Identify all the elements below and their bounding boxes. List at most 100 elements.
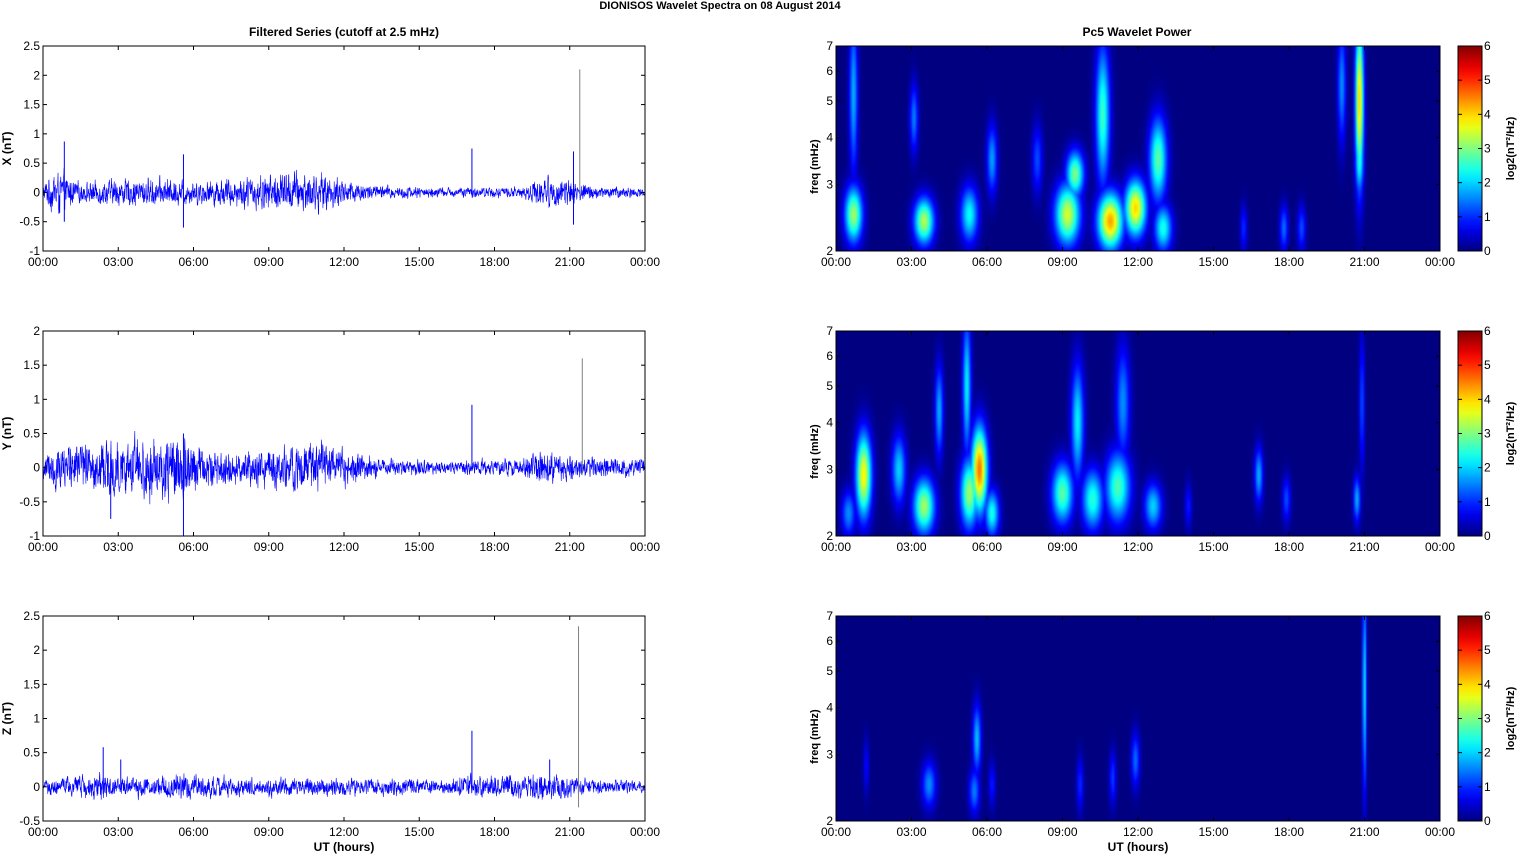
series-x-x-tick-label: 06:00: [178, 255, 208, 269]
series-z-x-tick-label: 15:00: [404, 825, 434, 839]
wavelet-x-y-tick-label: 7: [826, 39, 833, 53]
wavelet-x-y-tick-label: 5: [826, 94, 833, 108]
x-series-panel: -1 -0.5 0 0.5 1 1.5 2 2.5 00:00 03:00 06:00 09:00 12…: [0, 39, 660, 269]
series-y-y-tick-label: 2: [33, 324, 40, 338]
series-y-y-tick-label: 0.5: [23, 427, 40, 441]
wavelet-y-colorbar-tick-label: 4: [1484, 392, 1491, 406]
wavelet-z-colorbar-tick-label: 0: [1484, 814, 1491, 828]
series-y-x-tick-label: 09:00: [254, 540, 284, 554]
wavelet-y-colorbar-tick-label: 2: [1484, 461, 1491, 475]
series-z-y-tick-label: 1: [33, 712, 40, 726]
wavelet-y-x-tick-label: 03:00: [896, 540, 926, 554]
wavelet-z-x-tick-label: 00:00: [821, 825, 851, 839]
wavelet-z-colorbar-tick-label: 3: [1484, 712, 1491, 726]
series-z-x-tick-label: 18:00: [479, 825, 509, 839]
wavelet-z-y-tick-label: 4: [826, 701, 833, 715]
wavelet-x-x-tick-label: 21:00: [1349, 255, 1379, 269]
series-z-line: [43, 772, 645, 801]
z-wavelet-panel: 2 3 4 5 6 7 00:00 03:00 06:00 09:00 12:00 15:00 18:0…: [809, 609, 1517, 854]
wavelet-z-colorbar-tick-label: 1: [1484, 780, 1491, 794]
wavelet-x-colorbar-label: log2(nT²/Hz): [1505, 116, 1517, 180]
series-x-y-tick-label: 0.5: [23, 156, 40, 170]
series-x-y-tick-label: 0: [33, 185, 40, 199]
wavelet-x-x-tick-label: 06:00: [972, 255, 1002, 269]
wavelet-x-colorbar-tick-label: 6: [1484, 39, 1491, 53]
wavelet-x-x-tick-label: 03:00: [896, 255, 926, 269]
wavelet-y-colorbar-label: log2(nT²/Hz): [1505, 401, 1517, 465]
wavelet-x-colorbar-tick-label: 1: [1484, 210, 1491, 224]
series-z-y-tick-label: 0.5: [23, 746, 40, 760]
series-y-y-label: Y (nT): [0, 417, 14, 451]
series-z-x-tick-label: 00:00: [630, 825, 660, 839]
series-z-y-tick-label: 0: [33, 780, 40, 794]
series-x-x-tick-label: 00:00: [28, 255, 58, 269]
series-y-x-tick-label: 12:00: [329, 540, 359, 554]
series-y-y-tick-label: 0: [33, 461, 40, 475]
wavelet-z-y-tick-label: 6: [826, 634, 833, 648]
series-y-y-tick-label: 1: [33, 392, 40, 406]
wavelet-z-x-tick-label: 06:00: [972, 825, 1002, 839]
wavelet-z-x-label: UT (hours): [1108, 840, 1169, 854]
series-x-x-tick-label: 18:00: [479, 255, 509, 269]
series-z-x-label: UT (hours): [314, 840, 375, 854]
wavelet-y-colorbar-tick-label: 0: [1484, 529, 1491, 543]
wavelet-y-x-tick-label: 06:00: [972, 540, 1002, 554]
wavelet-x-y-tick-label: 6: [826, 64, 833, 78]
series-z-y-label: Z (nT): [0, 702, 14, 735]
wavelet-x-colorbar-tick-label: 2: [1484, 176, 1491, 190]
series-y-x-tick-label: 15:00: [404, 540, 434, 554]
wavelet-x-y-tick-label: 2: [826, 244, 833, 258]
wavelet-z-heatmap: [836, 616, 1440, 821]
wavelet-z-y-tick-label: 7: [826, 609, 833, 623]
wavelet-y-x-tick-label: 18:00: [1274, 540, 1304, 554]
wavelet-z-y-label: freq (mHz): [809, 709, 821, 764]
series-z-x-tick-label: 21:00: [555, 825, 585, 839]
wavelet-z-y-tick-label: 3: [826, 748, 833, 762]
wavelet-x-x-tick-label: 00:00: [821, 255, 851, 269]
wavelet-x-colorbar-tick-label: 5: [1484, 73, 1491, 87]
series-z-y-tick-label: -0.5: [19, 814, 40, 828]
series-x-x-tick-label: 21:00: [555, 255, 585, 269]
wavelet-y-colorbar-tick-label: 6: [1484, 324, 1491, 338]
wavelet-y-x-tick-label: 12:00: [1123, 540, 1153, 554]
series-x-y-tick-label: 2.5: [23, 39, 40, 53]
wavelet-z-x-tick-label: 00:00: [1425, 825, 1455, 839]
wavelet-z-x-tick-label: 15:00: [1198, 825, 1228, 839]
wavelet-x-colorbar-tick-label: 3: [1484, 142, 1491, 156]
wavelet-y-y-tick-label: 4: [826, 416, 833, 430]
right-column-title: Pc5 Wavelet Power: [1083, 25, 1192, 39]
wavelet-z-colorbar-label: log2(nT²/Hz): [1505, 686, 1517, 750]
wavelet-z-y-tick-label: 5: [826, 664, 833, 678]
series-y-x-tick-label: 03:00: [103, 540, 133, 554]
wavelet-y-x-tick-label: 00:00: [821, 540, 851, 554]
wavelet-x-colorbar-tick-label: 0: [1484, 244, 1491, 258]
wavelet-z-x-tick-label: 21:00: [1349, 825, 1379, 839]
series-y-x-tick-label: 21:00: [555, 540, 585, 554]
series-x-x-tick-label: 12:00: [329, 255, 359, 269]
wavelet-x-x-tick-label: 12:00: [1123, 255, 1153, 269]
wavelet-x-x-tick-label: 09:00: [1047, 255, 1077, 269]
wavelet-y-colorbar-tick-label: 5: [1484, 358, 1491, 372]
wavelet-z-colorbar-tick-label: 6: [1484, 609, 1491, 623]
series-y-x-tick-label: 00:00: [28, 540, 58, 554]
wavelet-x-y-tick-label: 4: [826, 131, 833, 145]
series-z-x-tick-label: 06:00: [178, 825, 208, 839]
series-z-y-tick-label: 2.5: [23, 609, 40, 623]
series-y-y-tick-label: -0.5: [19, 495, 40, 509]
wavelet-y-heatmap: [836, 331, 1440, 536]
wavelet-y-x-tick-label: 00:00: [1425, 540, 1455, 554]
x-wavelet-panel: 2 3 4 5 6 7 00:00 03:00 06:00 09:00 12:00 15:00 18:0…: [809, 39, 1517, 269]
wavelet-z-colorbar-tick-label: 4: [1484, 677, 1491, 691]
wavelet-z-x-tick-label: 18:00: [1274, 825, 1304, 839]
series-y-x-tick-label: 18:00: [479, 540, 509, 554]
wavelet-x-x-tick-label: 15:00: [1198, 255, 1228, 269]
wavelet-y-colorbar-tick-label: 3: [1484, 427, 1491, 441]
wavelet-x-x-tick-label: 18:00: [1274, 255, 1304, 269]
series-x-y-tick-label: -0.5: [19, 215, 40, 229]
wavelet-z-x-tick-label: 12:00: [1123, 825, 1153, 839]
wavelet-y-x-tick-label: 15:00: [1198, 540, 1228, 554]
wavelet-y-y-label: freq (mHz): [809, 424, 821, 479]
wavelet-z-colorbar-tick-label: 5: [1484, 643, 1491, 657]
series-x-y-tick-label: 1: [33, 127, 40, 141]
